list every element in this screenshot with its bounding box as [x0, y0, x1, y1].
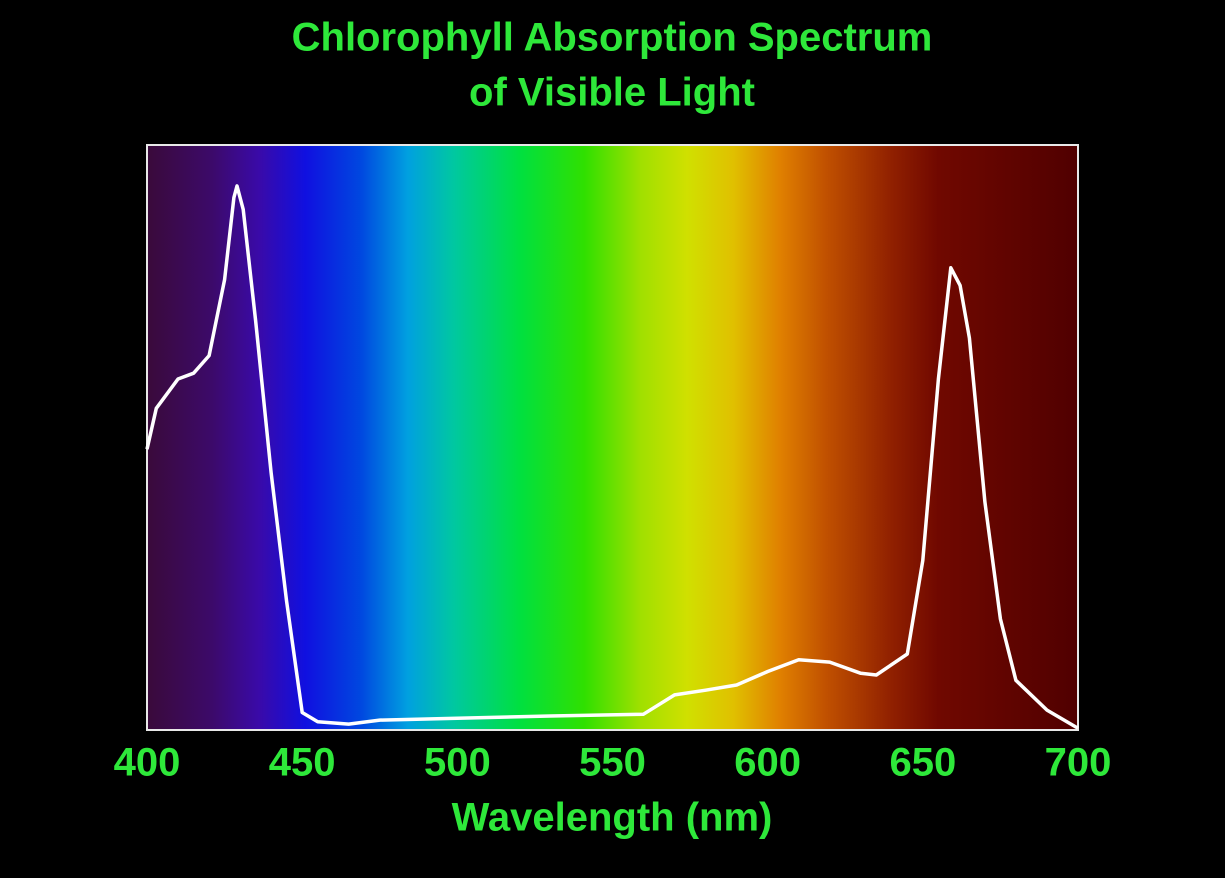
data-line: [145, 184, 1079, 730]
x-tick-label: 550: [579, 741, 646, 785]
x-tick-label: 700: [1045, 741, 1112, 785]
plot-area: [146, 144, 1079, 731]
x-tick-label: 650: [889, 741, 956, 785]
x-axis-label: Wavelength (nm): [452, 796, 773, 840]
chart-title: Chlorophyll Absorption Spectrum: [292, 16, 933, 60]
x-tick-label: 600: [734, 741, 801, 785]
x-tick-label: 450: [269, 741, 336, 785]
x-tick-label: 500: [424, 741, 491, 785]
x-tick-label: 400: [114, 741, 181, 785]
chart-title: of Visible Light: [469, 71, 755, 115]
